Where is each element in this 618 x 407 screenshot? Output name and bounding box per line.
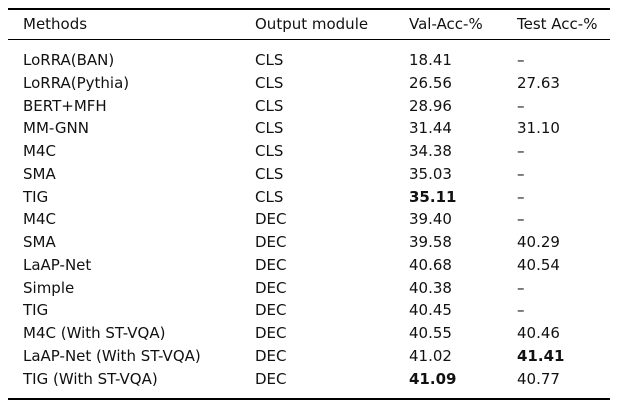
- cell-test-acc: –: [517, 301, 525, 320]
- cell-test-acc: –: [517, 142, 525, 160]
- cell-test-acc: –: [517, 51, 525, 69]
- cell-val-acc: 34.38: [409, 142, 452, 160]
- cell-output-module: CLS: [255, 164, 284, 183]
- cell-val-acc: 18.41: [409, 51, 452, 69]
- cell-test-acc: 27.63: [517, 73, 560, 92]
- cell-output-module: DEC: [255, 278, 287, 297]
- cell-method: LaAP-Net: [23, 255, 92, 274]
- cell-output-module: DEC: [255, 324, 287, 342]
- header-methods: Methods: [23, 15, 88, 33]
- cell-test-acc: 31.10: [517, 119, 560, 138]
- cell-test-acc: –: [517, 210, 525, 229]
- cell-val-acc: 40.38: [409, 278, 452, 297]
- cell-val-acc: 39.58: [409, 233, 452, 251]
- cell-output-module: DEC: [255, 346, 287, 365]
- cell-output-module: DEC: [255, 233, 287, 251]
- cell-val-acc: 35.03: [409, 164, 452, 183]
- cell-test-acc: 40.77: [517, 369, 560, 388]
- cell-method: SMA: [23, 164, 56, 183]
- cell-method: LoRRA(Pythia): [23, 73, 130, 92]
- cell-method: SMA: [23, 233, 56, 251]
- cell-output-module: CLS: [255, 96, 284, 115]
- cell-test-acc: 41.41: [517, 346, 565, 365]
- header-val-acc: Val-Acc-%: [409, 15, 483, 33]
- cell-output-module: CLS: [255, 119, 284, 138]
- cell-method: M4C: [23, 142, 56, 160]
- cell-output-module: CLS: [255, 51, 284, 69]
- header-test-acc: Test Acc-%: [517, 15, 598, 33]
- cell-test-acc: 40.29: [517, 233, 560, 251]
- cell-output-module: DEC: [255, 210, 287, 229]
- cell-test-acc: 40.54: [517, 255, 560, 274]
- cell-val-acc: 35.11: [409, 187, 457, 206]
- cell-val-acc: 40.45: [409, 301, 452, 320]
- cell-test-acc: 40.46: [517, 324, 560, 342]
- cell-val-acc: 41.09: [409, 369, 457, 388]
- cell-test-acc: –: [517, 278, 525, 297]
- cell-method: M4C: [23, 210, 56, 229]
- cell-method: LaAP-Net (With ST-VQA): [23, 346, 201, 365]
- cell-val-acc: 40.55: [409, 324, 452, 342]
- cell-test-acc: –: [517, 164, 525, 183]
- cell-method: MM-GNN: [23, 119, 89, 138]
- cell-method: BERT+MFH: [23, 96, 107, 115]
- cell-output-module: CLS: [255, 73, 284, 92]
- cell-output-module: DEC: [255, 369, 287, 388]
- cell-method: Simple: [23, 278, 75, 297]
- cell-val-acc: 31.44: [409, 119, 452, 138]
- cell-method: TIG: [23, 187, 49, 206]
- cell-val-acc: 40.68: [409, 255, 452, 274]
- cell-method: TIG (With ST-VQA): [23, 369, 158, 388]
- cell-method: LoRRA(BAN): [23, 51, 115, 69]
- cell-val-acc: 41.02: [409, 346, 452, 365]
- cell-output-module: CLS: [255, 187, 284, 206]
- header-rule: [8, 39, 610, 40]
- cell-method: M4C (With ST-VQA): [23, 324, 166, 342]
- cell-val-acc: 28.96: [409, 96, 452, 115]
- cell-output-module: CLS: [255, 142, 284, 160]
- top-rule: [8, 8, 610, 10]
- cell-test-acc: –: [517, 96, 525, 115]
- cell-val-acc: 26.56: [409, 73, 452, 92]
- header-output-module: Output module: [255, 15, 369, 33]
- bottom-rule: [8, 398, 610, 400]
- cell-method: TIG: [23, 301, 49, 320]
- cell-output-module: DEC: [255, 255, 287, 274]
- cell-test-acc: –: [517, 187, 525, 206]
- cell-val-acc: 39.40: [409, 210, 452, 229]
- cell-output-module: DEC: [255, 301, 287, 320]
